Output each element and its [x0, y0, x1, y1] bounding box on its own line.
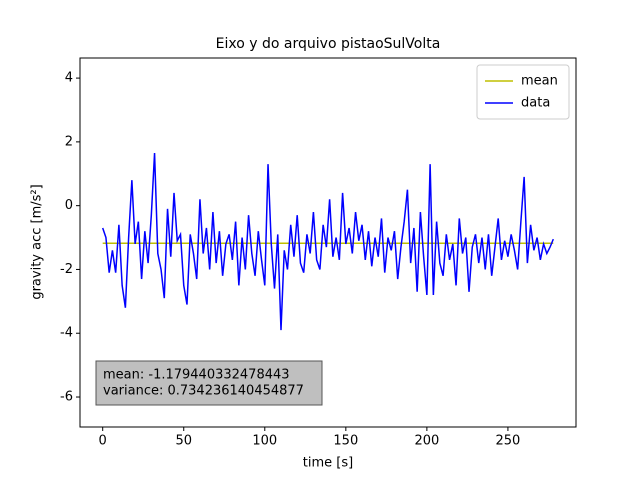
y-tick-label: -2: [60, 262, 73, 277]
annotation-text: mean: -1.179440332478443: [103, 368, 290, 383]
legend-box: [476, 64, 570, 120]
annotation-box: [95, 360, 323, 406]
y-tick-label: -4: [60, 326, 73, 341]
y-tick-label: 2: [65, 134, 73, 149]
plot-frame: [79, 57, 577, 428]
y-axis-label: gravity acc [m/s²]: [30, 184, 45, 299]
y-tick-label: -6: [60, 390, 73, 405]
x-tick-label: 150: [333, 434, 358, 449]
legend-label: data: [521, 96, 550, 111]
chart-title: Eixo y do arquivo pistaoSulVolta: [216, 36, 441, 52]
y-tick-label: 0: [65, 198, 73, 213]
x-tick-label: 250: [496, 434, 521, 449]
line-series: [101, 153, 555, 331]
legend-label: mean: [521, 74, 558, 89]
x-tick-label: 0: [99, 434, 107, 449]
x-tick-label: 200: [414, 434, 439, 449]
x-axis-label: time [s]: [303, 456, 353, 471]
x-tick-label: 100: [252, 434, 277, 449]
annotation-text: variance: 0.734236140454877: [103, 384, 304, 399]
y-tick-label: 4: [65, 71, 73, 86]
x-tick-label: 50: [175, 434, 192, 449]
